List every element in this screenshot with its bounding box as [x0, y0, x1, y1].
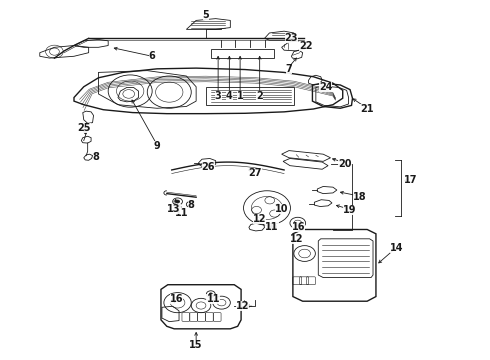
Text: 12: 12	[253, 215, 267, 224]
Circle shape	[209, 293, 212, 295]
Text: 24: 24	[319, 82, 332, 92]
Text: 27: 27	[248, 168, 262, 178]
Text: 20: 20	[339, 159, 352, 169]
Text: 15: 15	[190, 340, 203, 350]
Circle shape	[270, 226, 273, 228]
Text: 25: 25	[77, 123, 91, 133]
Text: 23: 23	[285, 33, 298, 43]
Text: 16: 16	[292, 222, 305, 232]
Text: 6: 6	[149, 51, 155, 61]
Text: 19: 19	[343, 206, 357, 216]
Text: 26: 26	[201, 162, 215, 172]
Text: 1: 1	[237, 91, 244, 101]
Text: 9: 9	[154, 141, 160, 151]
Text: 11: 11	[175, 208, 188, 218]
Text: 22: 22	[299, 41, 313, 50]
Text: 8: 8	[93, 152, 99, 162]
Circle shape	[175, 200, 179, 203]
Text: 16: 16	[170, 294, 183, 304]
Text: 12: 12	[290, 234, 303, 244]
Text: 4: 4	[226, 91, 233, 101]
Text: 2: 2	[256, 91, 263, 101]
Text: 10: 10	[275, 204, 289, 214]
Text: 5: 5	[202, 10, 209, 20]
Text: 8: 8	[188, 200, 195, 210]
Text: 13: 13	[168, 204, 181, 214]
Text: 3: 3	[215, 91, 221, 101]
Text: 11: 11	[206, 294, 220, 304]
Text: 18: 18	[353, 192, 367, 202]
Text: 12: 12	[236, 301, 249, 311]
Text: 11: 11	[265, 222, 279, 232]
Text: 17: 17	[404, 175, 418, 185]
Text: 21: 21	[361, 104, 374, 114]
Text: 7: 7	[286, 64, 293, 74]
Circle shape	[189, 203, 192, 206]
Text: 14: 14	[390, 243, 403, 253]
